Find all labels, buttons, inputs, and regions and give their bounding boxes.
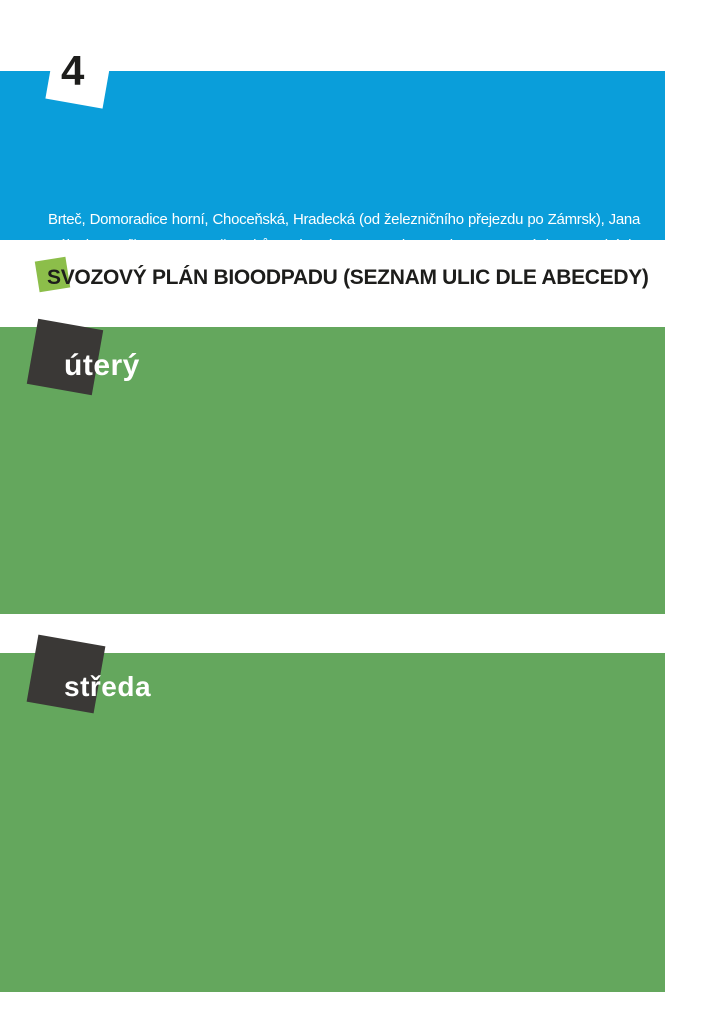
tuesday-label: úterý <box>64 349 140 382</box>
week4-street-list: Brteč, Domoradice horní, Choceňská, Hrad… <box>48 211 640 306</box>
page-number-badge: 4 <box>45 41 113 109</box>
wednesday-label: středa <box>64 671 152 702</box>
wednesday-section: 17. listopadu, A. V. Šembery, Bratří Ško… <box>0 653 665 992</box>
week4-section: Brteč, Domoradice horní, Choceňská, Hrad… <box>0 71 665 306</box>
page-title: SVOZOVÝ PLÁN BIOODPADU (SEZNAM ULIC DLE … <box>47 266 649 289</box>
page-number: 4 <box>61 46 85 94</box>
